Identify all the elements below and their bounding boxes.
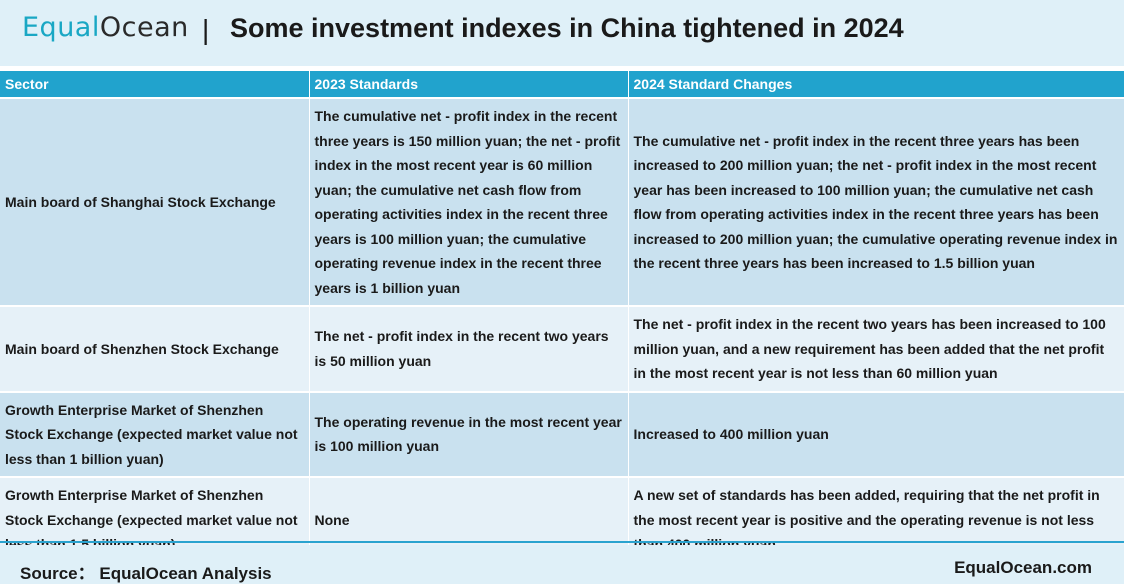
title-separator: | [202,14,210,45]
table-row: Growth Enterprise Market of Shenzhen Sto… [0,390,1124,477]
source-credit: Source： EqualOcean Analysis [20,564,272,583]
cell-2024-change: The cumulative net - profit index in the… [628,97,1124,306]
table-row: Main board of Shanghai Stock Exchange Th… [0,97,1124,306]
cell-2024-change: The net - profit index in the recent two… [628,305,1124,392]
table-header-row: Sector 2023 Standards 2024 Standard Chan… [0,71,1124,98]
site-link[interactable]: EqualOcean.com [954,558,1092,577]
footer-divider [0,541,1124,543]
cell-sector: Main board of Shenzhen Stock Exchange [0,305,310,392]
column-header-sector: Sector [0,71,310,98]
standards-table: Sector 2023 Standards 2024 Standard Chan… [0,71,1124,562]
equalocean-logo: EqualOcean [22,12,189,43]
column-header-2023: 2023 Standards [309,71,629,98]
cell-sector: Main board of Shanghai Stock Exchange [0,97,310,306]
cell-2023-standard: The net - profit index in the recent two… [309,305,629,392]
column-header-2024: 2024 Standard Changes [628,71,1124,98]
table-row: Main board of Shenzhen Stock Exchange Th… [0,305,1124,392]
cell-sector: Growth Enterprise Market of Shenzhen Sto… [0,390,310,477]
logo-text-equal: Equal [22,12,100,43]
footer-bar: Source： EqualOcean Analysis EqualOcean.c… [0,545,1124,584]
cell-2024-change: Increased to 400 million yuan [628,390,1124,477]
cell-2023-standard: The cumulative net - profit index in the… [309,97,629,306]
cell-2023-standard: The operating revenue in the most recent… [309,390,629,477]
title-banner: EqualOcean | Some investment indexes in … [0,0,1124,66]
logo-text-ocean: Ocean [99,12,189,43]
page-title: Some investment indexes in China tighten… [230,13,904,43]
